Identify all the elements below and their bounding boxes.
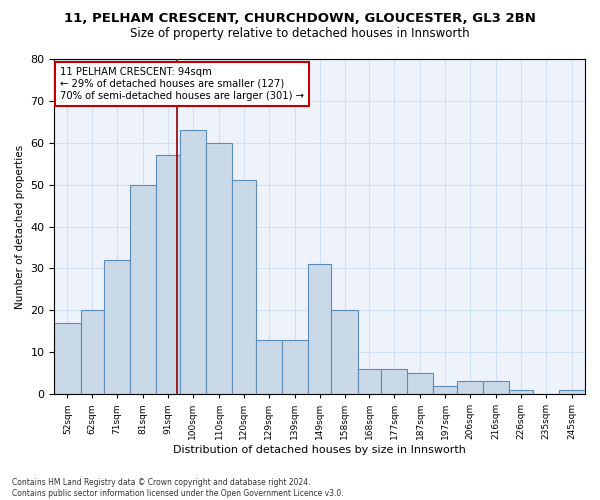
Bar bbox=[130, 184, 157, 394]
Text: Contains HM Land Registry data © Crown copyright and database right 2024.
Contai: Contains HM Land Registry data © Crown c… bbox=[12, 478, 344, 498]
Bar bbox=[509, 390, 533, 394]
Bar bbox=[157, 156, 180, 394]
Bar bbox=[104, 260, 130, 394]
Bar bbox=[559, 390, 585, 394]
Bar bbox=[433, 386, 457, 394]
Bar bbox=[282, 340, 308, 394]
Bar bbox=[407, 373, 433, 394]
Bar bbox=[232, 180, 256, 394]
Bar bbox=[80, 310, 104, 394]
Text: 11, PELHAM CRESCENT, CHURCHDOWN, GLOUCESTER, GL3 2BN: 11, PELHAM CRESCENT, CHURCHDOWN, GLOUCES… bbox=[64, 12, 536, 26]
Bar bbox=[483, 382, 509, 394]
Bar bbox=[55, 323, 80, 394]
Bar bbox=[331, 310, 358, 394]
X-axis label: Distribution of detached houses by size in Innsworth: Distribution of detached houses by size … bbox=[173, 445, 466, 455]
Bar bbox=[457, 382, 483, 394]
Y-axis label: Number of detached properties: Number of detached properties bbox=[15, 144, 25, 308]
Bar bbox=[308, 264, 331, 394]
Bar bbox=[256, 340, 282, 394]
Text: 11 PELHAM CRESCENT: 94sqm
← 29% of detached houses are smaller (127)
70% of semi: 11 PELHAM CRESCENT: 94sqm ← 29% of detac… bbox=[60, 68, 304, 100]
Bar bbox=[180, 130, 206, 394]
Text: Size of property relative to detached houses in Innsworth: Size of property relative to detached ho… bbox=[130, 28, 470, 40]
Bar bbox=[206, 143, 232, 394]
Bar bbox=[381, 369, 407, 394]
Bar bbox=[358, 369, 381, 394]
